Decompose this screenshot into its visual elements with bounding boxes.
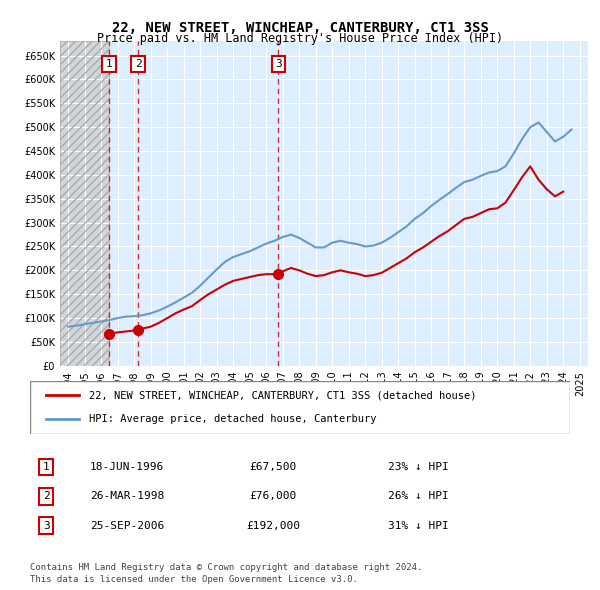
Text: Contains HM Land Registry data © Crown copyright and database right 2024.: Contains HM Land Registry data © Crown c… [30, 563, 422, 572]
Text: Price paid vs. HM Land Registry's House Price Index (HPI): Price paid vs. HM Land Registry's House … [97, 32, 503, 45]
Bar [60, 41, 109, 366]
FancyBboxPatch shape [30, 381, 570, 434]
Text: 22, NEW STREET, WINCHEAP, CANTERBURY, CT1 3SS: 22, NEW STREET, WINCHEAP, CANTERBURY, CT… [112, 21, 488, 35]
Text: 18-JUN-1996: 18-JUN-1996 [90, 462, 164, 472]
Text: £76,000: £76,000 [250, 491, 296, 502]
Text: £192,000: £192,000 [246, 521, 300, 531]
Text: 31% ↓ HPI: 31% ↓ HPI [388, 521, 449, 531]
Text: 2: 2 [134, 59, 142, 69]
Text: 26% ↓ HPI: 26% ↓ HPI [388, 491, 449, 502]
Text: 1: 1 [106, 59, 112, 69]
Text: This data is licensed under the Open Government Licence v3.0.: This data is licensed under the Open Gov… [30, 575, 358, 584]
Text: 22, NEW STREET, WINCHEAP, CANTERBURY, CT1 3SS (detached house): 22, NEW STREET, WINCHEAP, CANTERBURY, CT… [89, 391, 477, 401]
Text: 23% ↓ HPI: 23% ↓ HPI [388, 462, 449, 472]
Text: 3: 3 [275, 59, 281, 69]
Text: 25-SEP-2006: 25-SEP-2006 [90, 521, 164, 531]
Bar [60, 41, 109, 366]
Text: 26-MAR-1998: 26-MAR-1998 [90, 491, 164, 502]
Text: 3: 3 [43, 521, 50, 531]
Text: 2: 2 [43, 491, 50, 502]
Text: HPI: Average price, detached house, Canterbury: HPI: Average price, detached house, Cant… [89, 414, 377, 424]
Text: 1: 1 [43, 462, 50, 472]
Text: £67,500: £67,500 [250, 462, 296, 472]
